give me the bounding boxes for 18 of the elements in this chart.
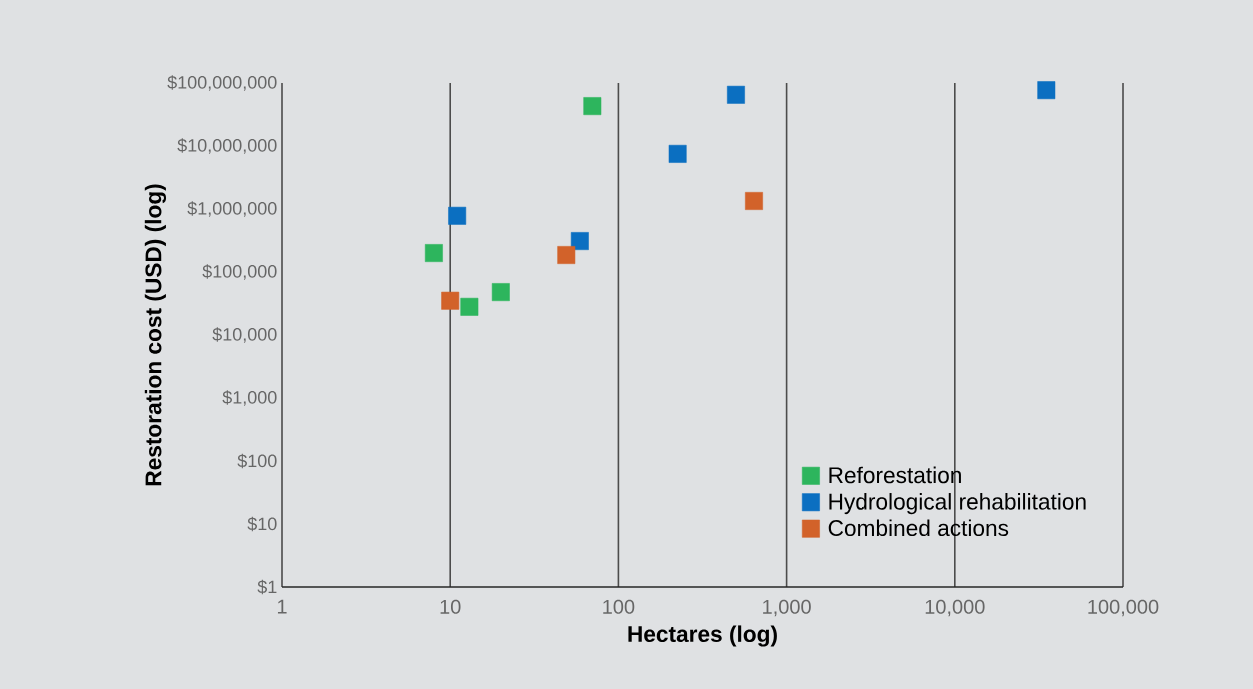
- y-tick-label: $10,000: [212, 327, 277, 343]
- x-tick-label: 100: [603, 599, 635, 614]
- y-tick-label: $100,000,000: [167, 75, 277, 91]
- y-tick-label: $100,000: [202, 264, 277, 280]
- legend-label: Hydrological rehabilitation: [829, 493, 1086, 515]
- y-tick-label: $100: [237, 453, 277, 469]
- x-tick-label: 1,000: [763, 599, 811, 617]
- x-tick-label: 1: [277, 599, 287, 614]
- y-tick-label: $1: [257, 579, 277, 595]
- y-tick-label: $10: [247, 516, 277, 532]
- x-tick-label: 100,000: [1088, 599, 1159, 617]
- y-tick-label: $1,000: [222, 390, 277, 406]
- x-tick-label: 10,000: [925, 599, 985, 617]
- y-tick-label: $10,000,000: [177, 138, 277, 154]
- x-tick-label: 10: [440, 599, 461, 614]
- y-axis-title: Restoration cost (USD) (log): [144, 184, 167, 486]
- x-axis-title: Hectares (log): [628, 625, 777, 647]
- y-tick-label: $1,000,000: [187, 201, 277, 217]
